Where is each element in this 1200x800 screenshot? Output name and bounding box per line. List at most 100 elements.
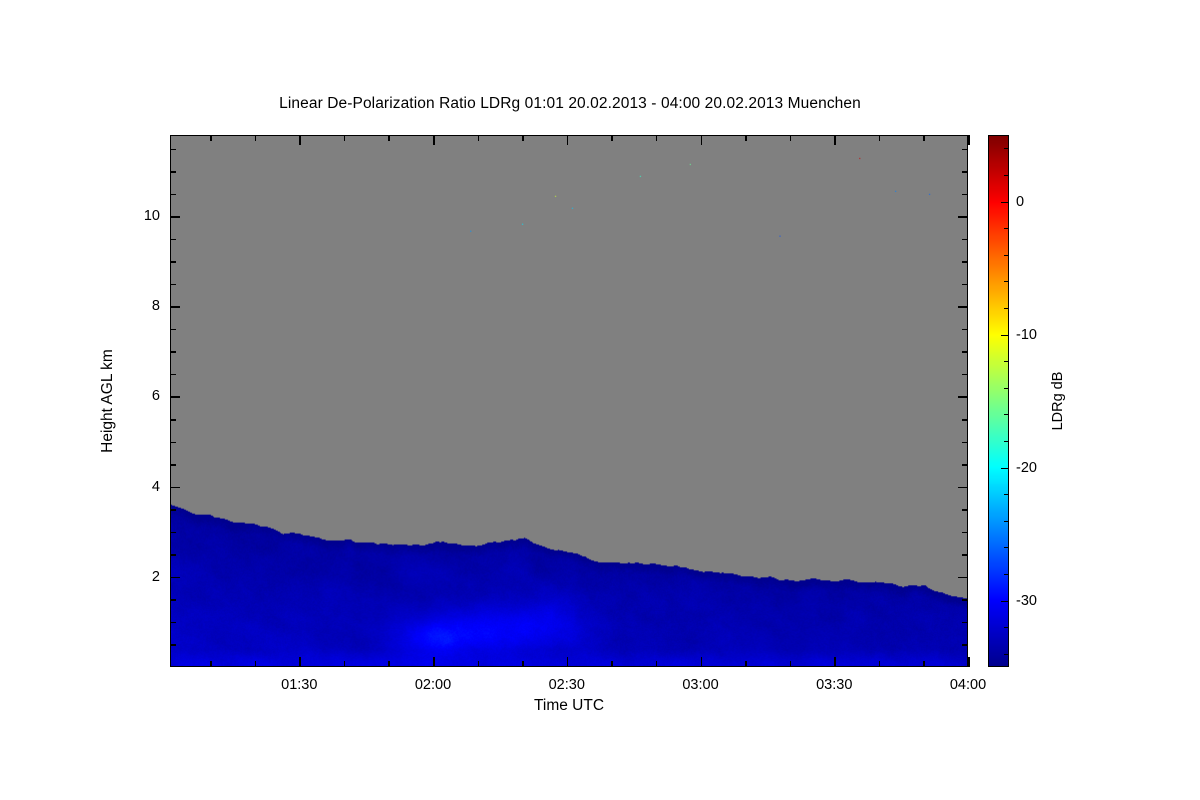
y-tick-minor [170, 576, 180, 579]
colorbar-tick-minor [1004, 627, 1009, 629]
y-tick-label: 2 [151, 568, 160, 585]
x-tick-minor-top [834, 135, 836, 145]
y-tick-minor-right [962, 441, 968, 444]
y-tick-minor [170, 216, 180, 218]
colorbar-tick-minor [1004, 520, 1009, 522]
x-tick-minor-top [878, 135, 881, 141]
x-tick-minor [611, 661, 613, 667]
colorbar-gradient [989, 136, 1008, 666]
y-tick-minor-right [962, 599, 968, 601]
x-tick-minor [700, 657, 702, 667]
x-tick-minor-top [299, 135, 301, 145]
y-tick-minor [170, 464, 176, 466]
colorbar-tick-minor [1004, 494, 1009, 496]
colorbar-tick-minor [1004, 653, 1009, 655]
y-tick-minor-right [962, 554, 968, 556]
x-tick-minor [745, 661, 747, 667]
x-tick-label: 02:00 [414, 677, 452, 693]
y-tick-minor-right [962, 464, 968, 466]
x-tick-minor-top [388, 135, 390, 141]
x-tick-label: 01:30 [281, 677, 318, 693]
y-tick-minor-right [962, 531, 968, 534]
y-tick-minor-right [962, 238, 968, 241]
colorbar-tick-label: -10 [1016, 326, 1037, 343]
colorbar-tick-minor [1004, 148, 1009, 150]
x-tick-label: 04:00 [949, 677, 987, 693]
y-tick-minor-right [962, 171, 968, 173]
x-tick-minor-top [566, 135, 569, 145]
y-tick-minor [170, 599, 176, 601]
plot-area [170, 135, 968, 667]
y-tick-label: 10 [143, 208, 160, 225]
colorbar-tick-minor [1004, 440, 1009, 443]
y-tick-minor [170, 148, 176, 151]
x-tick-minor-top [210, 135, 212, 141]
y-tick-minor-right [962, 509, 968, 511]
y-tick-minor [170, 396, 180, 398]
colorbar-tick-major [1001, 201, 1009, 203]
colorbar-tick-minor [1004, 254, 1009, 256]
colorbar-tick-minor [1004, 361, 1009, 363]
chart-title: Linear De-Polarization Ratio LDRg 01:01 … [279, 95, 861, 112]
y-tick-minor-right [958, 306, 968, 308]
x-tick-minor-top [923, 135, 925, 141]
x-tick-minor [388, 661, 390, 667]
y-tick-minor [170, 419, 176, 421]
y-tick-minor [170, 621, 176, 624]
colorbar-tick-label: -20 [1016, 459, 1037, 476]
colorbar-tick-minor [1004, 228, 1009, 230]
y-tick-minor-right [962, 283, 968, 286]
y-tick-minor-right [962, 193, 968, 196]
x-tick-minor-top [433, 135, 435, 145]
y-tick-minor-right [962, 261, 968, 263]
x-tick-label: 03:00 [682, 677, 719, 693]
y-tick-minor [170, 486, 180, 489]
x-tick-minor [789, 661, 792, 667]
y-tick-minor [170, 441, 176, 444]
x-tick-minor [477, 661, 480, 667]
x-tick-minor [522, 661, 524, 667]
y-tick-minor-right [962, 373, 968, 376]
x-tick-minor [254, 661, 257, 667]
x-tick-label: 03:30 [816, 677, 853, 693]
x-tick-minor-top [655, 135, 658, 141]
y-tick-minor [170, 373, 176, 376]
colorbar-tick-minor [1004, 573, 1009, 576]
x-tick-minor-top [745, 135, 747, 141]
y-tick-minor-right [962, 148, 968, 151]
x-tick-minor-top [254, 135, 257, 141]
y-tick-minor [170, 193, 176, 196]
colorbar-tick-minor [1004, 547, 1009, 549]
colorbar [988, 135, 1009, 667]
y-tick-minor [170, 328, 176, 331]
y-tick-minor-right [958, 576, 968, 579]
y-tick-minor [170, 531, 176, 534]
x-tick-minor-top [343, 135, 346, 141]
x-tick-minor [923, 661, 925, 667]
x-tick-minor [655, 661, 658, 667]
x-tick-minor-top [968, 135, 970, 145]
x-tick-minor [834, 657, 836, 667]
x-tick-minor-top [522, 135, 524, 141]
x-tick-minor-top [477, 135, 480, 141]
y-tick-minor-right [958, 216, 968, 218]
heatmap-canvas [171, 136, 967, 666]
x-tick-minor [343, 661, 346, 667]
colorbar-tick-major [1001, 334, 1009, 336]
colorbar-tick-minor [1004, 307, 1009, 310]
y-tick-minor [170, 171, 176, 173]
colorbar-tick-minor [1004, 414, 1009, 416]
x-tick-minor [878, 661, 881, 667]
y-tick-minor-right [962, 419, 968, 421]
y-tick-minor-right [962, 644, 968, 646]
y-tick-minor [170, 644, 176, 646]
x-tick-minor [433, 657, 435, 667]
colorbar-tick-minor [1004, 281, 1009, 283]
y-tick-label: 4 [151, 478, 160, 495]
x-tick-minor-top [700, 135, 702, 145]
x-tick-minor [566, 657, 569, 667]
y-tick-minor [170, 306, 180, 308]
colorbar-tick-major [1001, 600, 1009, 602]
colorbar-tick-major [1001, 467, 1009, 469]
